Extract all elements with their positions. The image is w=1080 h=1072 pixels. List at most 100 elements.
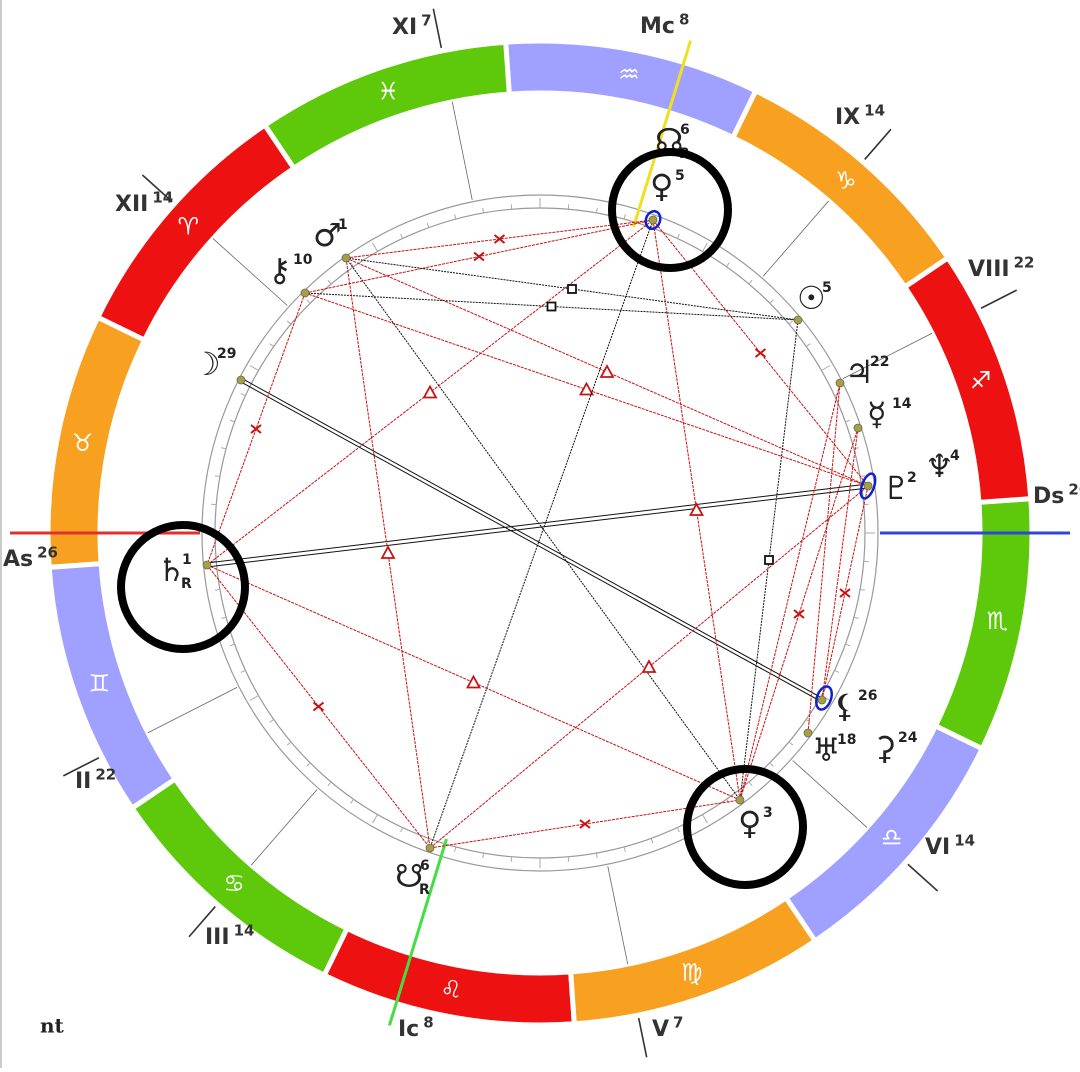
planet-dot	[854, 424, 862, 432]
planet-degree: 6	[680, 122, 690, 138]
house-label: III	[205, 925, 230, 950]
house-label: XI	[392, 15, 417, 40]
aspect-trine	[382, 547, 394, 558]
planet-degree: 5	[822, 280, 832, 296]
degree-tick	[455, 847, 456, 852]
house-cusp	[251, 790, 317, 865]
house-cusp-tick	[981, 290, 1017, 308]
degree-tick	[287, 742, 291, 745]
zodiac-segment	[48, 317, 145, 567]
degree-tick	[401, 234, 403, 239]
degree-tick	[845, 644, 850, 646]
degree-tick	[230, 420, 235, 422]
zodiac-segment	[935, 499, 1032, 749]
aspect-square	[548, 303, 556, 311]
degree-tick	[215, 589, 220, 590]
zodiac-glyph: ♉	[72, 429, 94, 457]
planet-dot	[342, 254, 350, 262]
planet-degree: 6	[420, 858, 430, 874]
degree-tick	[241, 670, 246, 672]
house-label: V	[652, 1017, 669, 1042]
planet-glyph: ⚳	[873, 729, 896, 767]
house-degree: 8	[679, 11, 689, 29]
planet-degree: 4	[950, 448, 960, 464]
degree-tick	[749, 782, 752, 786]
house-label: Ds	[1033, 484, 1064, 509]
zodiac-glyph: ♈	[178, 212, 200, 240]
aspect-cross	[251, 425, 261, 433]
house-degree: 14	[954, 832, 975, 850]
house-degree: 22	[1014, 254, 1035, 272]
house-label: XII	[115, 192, 148, 217]
zodiac-glyph: ♊	[89, 670, 111, 698]
house-label: IX	[835, 105, 860, 130]
house-degree: 8	[423, 1014, 433, 1032]
degree-tick	[860, 589, 865, 590]
planet-dot	[864, 482, 872, 490]
house-label: VIII	[968, 257, 1010, 282]
aspect-trine	[424, 387, 436, 398]
aspect-cross	[580, 820, 590, 828]
degree-tick	[770, 763, 774, 767]
degree-tick	[806, 344, 810, 347]
degree-tick	[483, 208, 484, 213]
zodiac-glyph: ♓	[378, 77, 400, 105]
planet-dot	[804, 729, 812, 737]
degree-tick	[328, 280, 331, 284]
degree-tick	[845, 420, 850, 422]
aspect-line	[808, 383, 840, 733]
degree-tick	[351, 799, 354, 803]
degree-tick	[307, 763, 311, 767]
degree-tick	[703, 814, 708, 823]
planet-retro: R	[419, 882, 430, 898]
planet-glyph: ⚸	[833, 687, 856, 725]
planet-dot	[203, 561, 211, 569]
degree-tick	[596, 853, 597, 858]
degree-tick	[854, 617, 859, 618]
house-degree: 7	[673, 1014, 683, 1032]
house-cusp	[763, 201, 829, 276]
house-degree: 26	[1068, 481, 1080, 499]
zodiac-glyph: ♍	[681, 959, 703, 987]
degree-tick	[287, 321, 291, 324]
degree-tick	[854, 448, 859, 449]
planet-degree: 1	[338, 217, 348, 233]
degree-tick	[596, 208, 597, 213]
planet-degree: 26	[858, 688, 877, 704]
aspect-cross	[756, 349, 766, 357]
degree-tick	[770, 300, 774, 304]
planet-degree: 3	[763, 805, 773, 821]
planet-dot	[301, 289, 309, 297]
planet-dot	[426, 844, 434, 852]
degree-tick	[789, 742, 793, 745]
zodiac-glyph: ♏	[987, 607, 1009, 635]
aspect-line	[241, 378, 822, 698]
house-cusp	[452, 102, 472, 200]
planet-degree: 18	[837, 732, 856, 748]
aspect-line	[207, 484, 868, 563]
degree-tick	[250, 696, 259, 701]
zodiac-segment	[506, 41, 756, 138]
degree-tick	[821, 366, 830, 371]
degree-tick	[221, 617, 226, 618]
aspect-square	[765, 556, 773, 564]
degree-tick	[624, 214, 625, 219]
degree-tick	[806, 719, 810, 722]
aspect-square	[568, 285, 576, 293]
degree-tick	[250, 366, 259, 371]
footer-text: nt	[40, 1014, 65, 1038]
degree-tick	[677, 234, 679, 239]
aspect-cross	[794, 610, 804, 618]
house-label: II	[75, 769, 91, 794]
degree-tick	[373, 243, 378, 252]
house-cusp-tick	[908, 864, 938, 891]
degree-tick	[427, 223, 429, 228]
planet-glyph: ☿	[867, 395, 887, 433]
degree-tick	[307, 300, 311, 304]
degree-tick	[483, 853, 484, 858]
house-cusp	[608, 866, 628, 964]
house-cusp	[148, 687, 237, 732]
planet-degree: 2	[907, 470, 917, 486]
house-degree: 14	[864, 102, 885, 120]
